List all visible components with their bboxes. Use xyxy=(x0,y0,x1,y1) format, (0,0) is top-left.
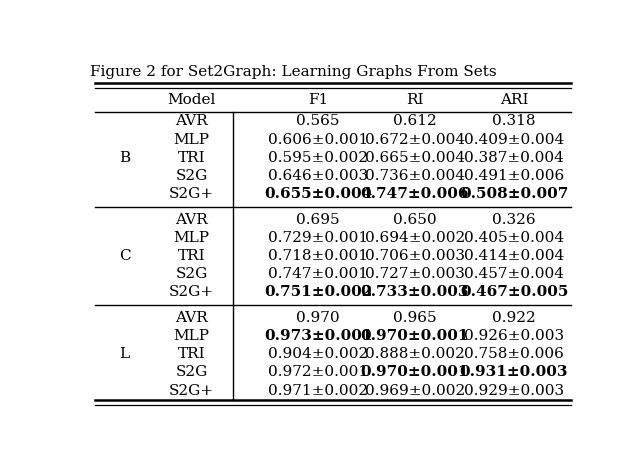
Text: AVR: AVR xyxy=(175,114,208,128)
Text: AVR: AVR xyxy=(175,311,208,325)
Text: TRI: TRI xyxy=(178,151,205,165)
Text: F1: F1 xyxy=(308,93,328,107)
Text: 0.672±0.004: 0.672±0.004 xyxy=(365,132,465,146)
Text: MLP: MLP xyxy=(173,132,210,146)
Text: 0.727±0.003: 0.727±0.003 xyxy=(365,267,465,281)
Text: 0.747±0.006: 0.747±0.006 xyxy=(360,187,469,201)
Text: S2G+: S2G+ xyxy=(169,285,214,299)
Text: 0.467±0.005: 0.467±0.005 xyxy=(460,285,568,299)
Text: 0.665±0.004: 0.665±0.004 xyxy=(365,151,465,165)
Text: 0.736±0.004: 0.736±0.004 xyxy=(365,169,465,183)
Text: 0.972±0.001: 0.972±0.001 xyxy=(268,365,368,379)
Text: MLP: MLP xyxy=(173,329,210,343)
Text: 0.457±0.004: 0.457±0.004 xyxy=(464,267,564,281)
Text: S2G+: S2G+ xyxy=(169,187,214,201)
Text: 0.969±0.002: 0.969±0.002 xyxy=(365,384,465,397)
Text: 0.973±0.001: 0.973±0.001 xyxy=(264,329,372,343)
Text: 0.694±0.002: 0.694±0.002 xyxy=(365,231,465,245)
Text: 0.718±0.001: 0.718±0.001 xyxy=(268,249,368,263)
Text: Figure 2 for Set2Graph: Learning Graphs From Sets: Figure 2 for Set2Graph: Learning Graphs … xyxy=(90,65,497,79)
Text: 0.965: 0.965 xyxy=(393,311,436,325)
Text: 0.655±0.004: 0.655±0.004 xyxy=(264,187,372,201)
Text: C: C xyxy=(119,249,131,263)
Text: TRI: TRI xyxy=(178,249,205,263)
Text: 0.931±0.003: 0.931±0.003 xyxy=(460,365,568,379)
Text: 0.970: 0.970 xyxy=(296,311,340,325)
Text: 0.565: 0.565 xyxy=(296,114,340,128)
Text: S2G+: S2G+ xyxy=(169,384,214,397)
Text: 0.751±0.002: 0.751±0.002 xyxy=(264,285,372,299)
Text: 0.650: 0.650 xyxy=(393,212,436,226)
Text: 0.695: 0.695 xyxy=(296,212,340,226)
Text: 0.922: 0.922 xyxy=(492,311,536,325)
Text: B: B xyxy=(119,151,130,165)
Text: 0.971±0.002: 0.971±0.002 xyxy=(268,384,368,397)
Text: 0.747±0.001: 0.747±0.001 xyxy=(268,267,368,281)
Text: 0.326: 0.326 xyxy=(492,212,536,226)
Text: S2G: S2G xyxy=(175,267,208,281)
Text: 0.595±0.002: 0.595±0.002 xyxy=(268,151,368,165)
Text: TRI: TRI xyxy=(178,347,205,361)
Text: 0.888±0.002: 0.888±0.002 xyxy=(365,347,465,361)
Text: 0.409±0.004: 0.409±0.004 xyxy=(464,132,564,146)
Text: ARI: ARI xyxy=(500,93,528,107)
Text: 0.606±0.001: 0.606±0.001 xyxy=(268,132,368,146)
Text: 0.729±0.001: 0.729±0.001 xyxy=(268,231,368,245)
Text: 0.706±0.003: 0.706±0.003 xyxy=(365,249,465,263)
Text: RI: RI xyxy=(406,93,424,107)
Text: 0.904±0.002: 0.904±0.002 xyxy=(268,347,368,361)
Text: 0.970±0.001: 0.970±0.001 xyxy=(360,329,469,343)
Text: L: L xyxy=(120,347,130,361)
Text: S2G: S2G xyxy=(175,365,208,379)
Text: 0.733±0.003: 0.733±0.003 xyxy=(360,285,469,299)
Text: 0.508±0.007: 0.508±0.007 xyxy=(460,187,568,201)
Text: AVR: AVR xyxy=(175,212,208,226)
Text: 0.414±0.004: 0.414±0.004 xyxy=(464,249,564,263)
Text: Model: Model xyxy=(168,93,216,107)
Text: 0.491±0.006: 0.491±0.006 xyxy=(464,169,564,183)
Text: 0.646±0.003: 0.646±0.003 xyxy=(268,169,368,183)
Text: MLP: MLP xyxy=(173,231,210,245)
Text: S2G: S2G xyxy=(175,169,208,183)
Text: 0.387±0.004: 0.387±0.004 xyxy=(464,151,564,165)
Text: 0.758±0.006: 0.758±0.006 xyxy=(464,347,564,361)
Text: 0.926±0.003: 0.926±0.003 xyxy=(464,329,564,343)
Text: 0.318: 0.318 xyxy=(492,114,536,128)
Text: 0.405±0.004: 0.405±0.004 xyxy=(464,231,564,245)
Text: 0.970±0.001: 0.970±0.001 xyxy=(360,365,469,379)
Text: 0.929±0.003: 0.929±0.003 xyxy=(464,384,564,397)
Text: 0.612: 0.612 xyxy=(393,114,436,128)
